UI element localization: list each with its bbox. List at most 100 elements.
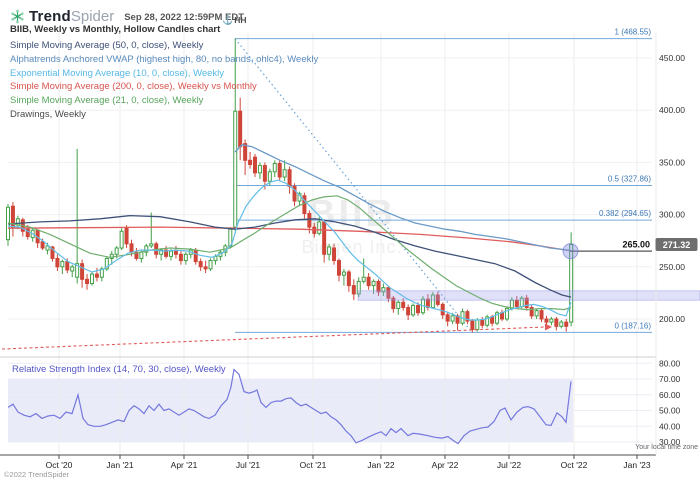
legend-item-2[interactable]: Exponential Moving Average (10, 0, close… <box>10 67 225 79</box>
candle-body <box>544 318 549 323</box>
candle-body <box>485 316 490 326</box>
indicator-legend: Simple Moving Average (50, 0, close), We… <box>10 39 318 122</box>
candle-body <box>198 261 203 268</box>
candle-body <box>70 266 75 272</box>
candle-body <box>445 314 450 322</box>
x-axis-label: Jul '22 <box>497 460 522 470</box>
confluence-marker-circle[interactable] <box>562 243 579 260</box>
candle-body <box>317 221 322 234</box>
anchor-marker-hh[interactable]: ⚓HH <box>222 15 247 26</box>
candle-body <box>529 307 534 317</box>
candle-body <box>139 251 144 259</box>
candle-body <box>149 243 154 247</box>
candle-body <box>371 280 376 287</box>
rsi-axis-label: 60.00 <box>659 390 681 400</box>
candle-body <box>114 247 119 255</box>
header-bar: Trend Spider Sep 28, 2022 12:59PM EDT <box>10 6 244 26</box>
candle-body <box>55 257 60 268</box>
candle-body <box>104 257 109 270</box>
candle-body <box>514 299 519 307</box>
candle-body <box>292 185 297 202</box>
rsi-axis-label: 30.00 <box>659 437 681 447</box>
candle-body <box>119 230 124 249</box>
candle-body <box>430 294 435 309</box>
fib-level-label: 0.382 (294.65) <box>599 209 651 218</box>
candle-body <box>287 169 292 187</box>
price-axis-label: 300.00 <box>659 210 685 220</box>
candle-body <box>435 294 440 305</box>
legend-item-3[interactable]: Simple Moving Average (200, 0, close), W… <box>10 81 257 93</box>
candle-body <box>253 156 257 174</box>
x-axis-label: Apr '22 <box>432 460 459 470</box>
candle-body <box>94 273 99 278</box>
candle-body <box>559 321 564 327</box>
price-axis-label: 200.00 <box>659 314 685 324</box>
candle-body <box>243 143 248 161</box>
candle-body <box>307 213 312 228</box>
price-axis-label: 450.00 <box>659 53 685 63</box>
x-axis-label: Jan '22 <box>367 460 394 470</box>
price-axis-label: 400.00 <box>659 105 685 115</box>
candle-body <box>470 320 475 330</box>
candle-body <box>257 165 262 174</box>
candle-body <box>366 276 371 287</box>
legend-item-4[interactable]: Simple Moving Average (21, 0, close), We… <box>10 95 204 107</box>
support-zone-band[interactable] <box>357 290 700 301</box>
candle-body <box>75 263 80 278</box>
candle-body <box>159 249 164 255</box>
candle-body <box>361 276 366 282</box>
candle-body <box>450 315 455 322</box>
x-axis-label: Jul '21 <box>236 460 261 470</box>
x-axis-label: Apr '21 <box>171 460 198 470</box>
x-axis-label: Oct '21 <box>300 460 327 470</box>
legend-item-5[interactable]: Drawings, Weekly <box>10 108 86 120</box>
candle-body <box>495 312 500 324</box>
x-axis-label: Jan '21 <box>106 460 133 470</box>
chart-title: BIIB, Weekly vs Monthly, Hollow Candles … <box>10 24 221 35</box>
candle-body <box>134 251 139 259</box>
legend-item-1[interactable]: Alphatrends Anchored VWAP (highest high,… <box>10 53 319 65</box>
candle-body <box>569 244 574 323</box>
trendspider-logo[interactable]: Trend Spider <box>10 8 114 25</box>
timezone-note[interactable]: Your local time zone <box>635 444 698 451</box>
vwap-line <box>234 143 572 252</box>
candle-body <box>332 247 337 262</box>
candle-body <box>524 297 529 309</box>
candle-body <box>10 205 15 228</box>
candle-body <box>144 245 149 253</box>
trendline-drawing[interactable] <box>1 326 546 350</box>
candle-body <box>65 261 70 271</box>
candle-body <box>80 263 85 280</box>
candle-body <box>183 253 188 262</box>
sma21-line <box>7 195 572 311</box>
legend-item-0[interactable]: Simple Moving Average (50, 0, close), We… <box>10 40 204 51</box>
rsi-axis-label: 80.00 <box>659 358 681 368</box>
x-axis-label: Oct '20 <box>46 460 73 470</box>
candle-body <box>376 280 381 293</box>
candle-body <box>549 318 554 323</box>
rsi-indicator-label[interactable]: Relative Strength Index (14, 70, 30, clo… <box>12 364 226 375</box>
candle-body <box>564 321 569 327</box>
candle-body <box>169 250 174 257</box>
candle-body <box>164 249 169 257</box>
candle-body <box>322 221 327 255</box>
candle-body <box>282 169 287 178</box>
candle-body <box>504 308 509 320</box>
candle-body <box>208 260 213 270</box>
candle-body <box>267 171 272 182</box>
candle-body <box>391 297 396 310</box>
candle-body <box>539 310 544 320</box>
candle-body <box>440 303 445 316</box>
sma50-line <box>7 214 572 298</box>
price-axis-label: 250.00 <box>659 262 685 272</box>
candle-body <box>25 228 30 238</box>
fib-level-label: 0 (187.16) <box>615 321 652 330</box>
candle-body <box>351 285 356 295</box>
candle-body <box>406 307 411 316</box>
candle-body <box>475 319 480 330</box>
sma200-line <box>7 226 572 252</box>
candle-body <box>480 319 485 326</box>
fib-level-label: 1 (468.55) <box>615 28 652 37</box>
